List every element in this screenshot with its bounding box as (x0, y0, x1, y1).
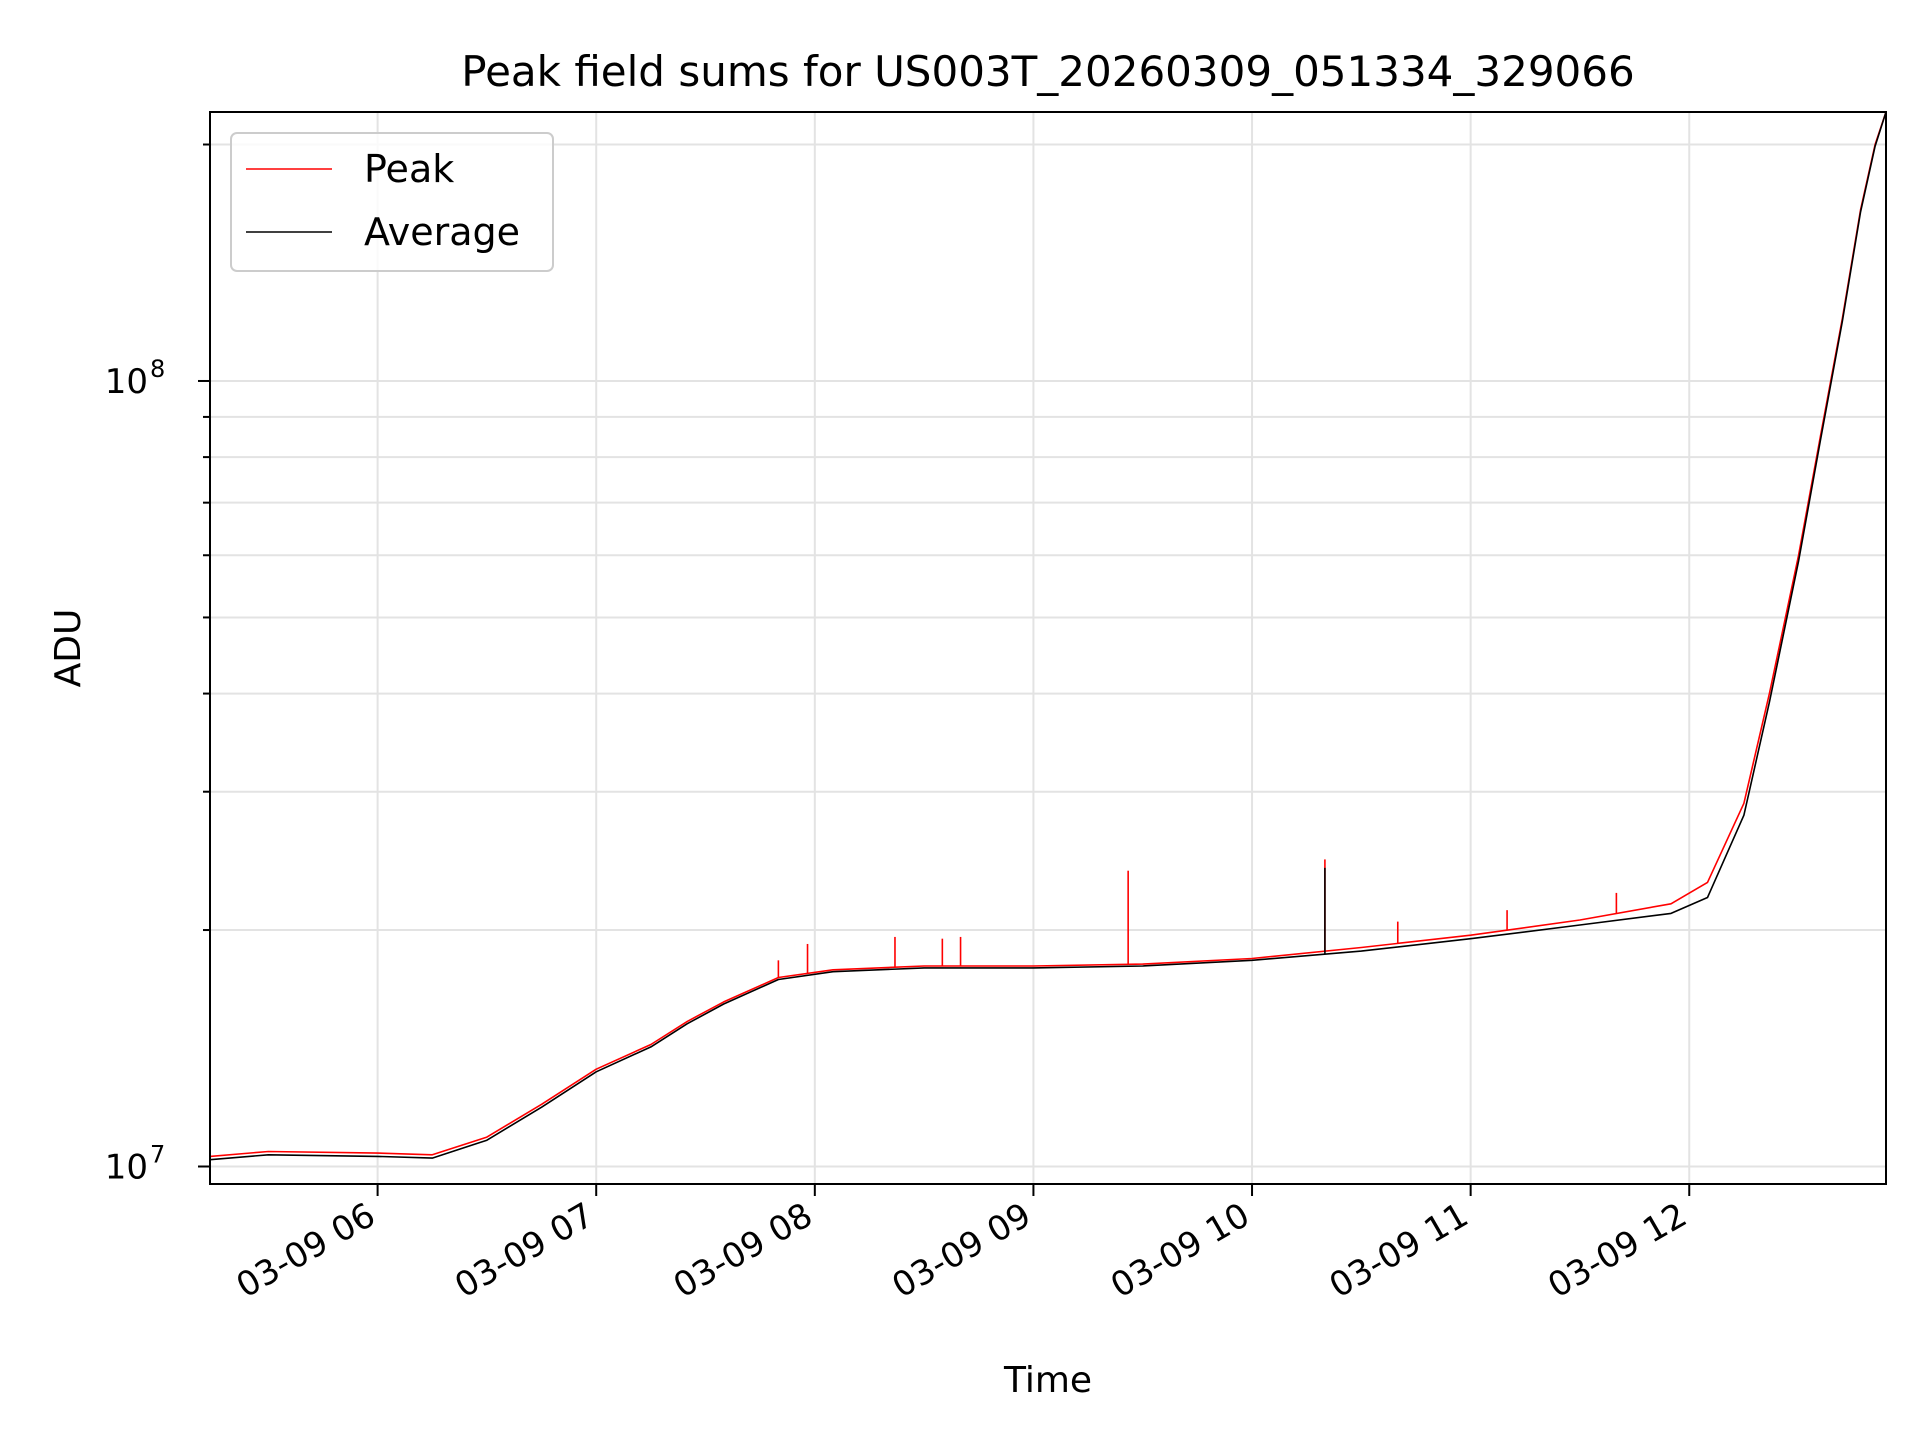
chart-title: Peak field sums for US003T_20260309_0513… (461, 47, 1634, 96)
grid (210, 112, 1886, 1184)
series-line-peak (210, 112, 1886, 1158)
y-tick-label: 10 (105, 362, 148, 402)
plot-frame (209, 111, 1887, 1185)
legend: Peak Average (230, 132, 554, 272)
legend-label-peak: Peak (364, 147, 454, 191)
y-axis-label: ADU (48, 609, 89, 688)
y-tick-exponent: 7 (150, 1141, 165, 1169)
y-tick-exponent: 8 (150, 355, 165, 383)
legend-label-average: Average (364, 210, 520, 254)
y-tick-label: 10 (105, 1148, 148, 1188)
series-layer (210, 112, 1886, 1161)
x-axis-label: Time (1003, 1360, 1092, 1401)
legend-box (230, 132, 554, 272)
series-line-average (210, 112, 1886, 1161)
